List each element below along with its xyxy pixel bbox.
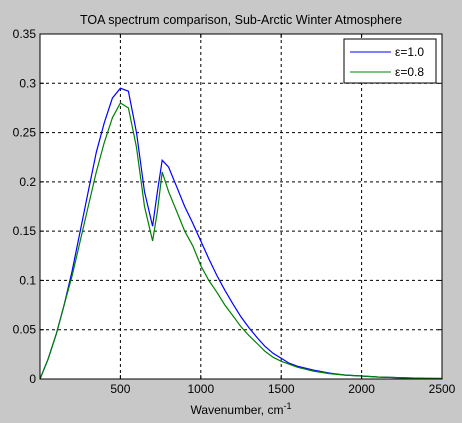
- series-line-2: [39, 102, 443, 380]
- x-axis-label-superscript: -1: [283, 401, 291, 411]
- legend-label-series-1: ε=1.0: [395, 45, 424, 59]
- legend-label-series-2: ε=0.8: [395, 65, 424, 79]
- legend: ε=1.0 ε=0.8: [343, 38, 437, 84]
- axes-box: [39, 33, 443, 380]
- x-tick-label: 1000: [187, 382, 214, 396]
- x-axis-label-text: Wavenumber, cm: [191, 403, 284, 417]
- y-tick-label: 0.35: [13, 27, 37, 41]
- x-axis-label: Wavenumber, cm-1: [191, 401, 292, 417]
- y-tick-label: 0.15: [13, 224, 37, 238]
- x-tick-label: 2000: [348, 382, 375, 396]
- tick-labels: 500 1000 1500 2000 2500 0 0.05 0.1 0.15 0.2 0.25 0.…: [13, 27, 456, 396]
- x-tick-label: 500: [110, 382, 130, 396]
- legend-box: [343, 38, 437, 84]
- y-tick-label: 0: [29, 372, 36, 386]
- plot-area: [40, 34, 442, 379]
- y-tick-label: 0.2: [19, 175, 36, 189]
- chart-title: TOA spectrum comparison, Sub-Arctic Wint…: [80, 13, 402, 27]
- y-tick-label: 0.1: [19, 273, 36, 287]
- y-tick-label: 0.3: [19, 76, 36, 90]
- y-tick-label: 0.05: [13, 323, 37, 337]
- ticks: [40, 33, 443, 380]
- y-tick-label: 0.25: [13, 126, 37, 140]
- x-tick-label: 1500: [268, 382, 295, 396]
- x-tick-label: 2500: [429, 382, 456, 396]
- series-layer: [39, 87, 443, 380]
